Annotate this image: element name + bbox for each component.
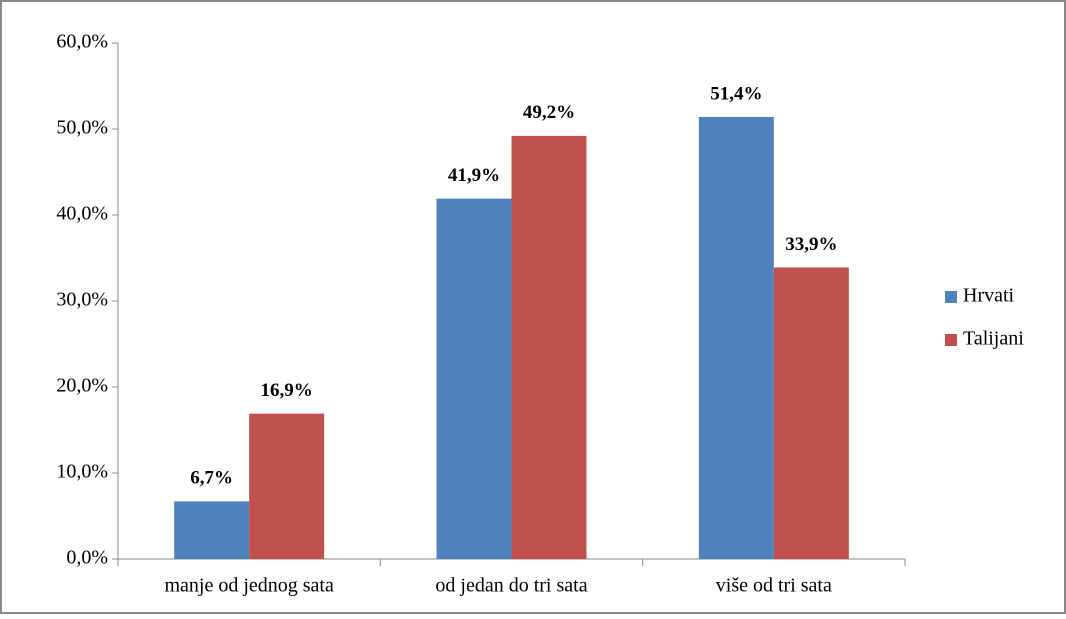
bar: [436, 198, 512, 559]
data-label: 33,9%: [785, 234, 837, 255]
y-tick-label: 60,0%: [56, 31, 108, 53]
data-label: 51,4%: [710, 83, 762, 104]
legend-label: Hrvati: [963, 285, 1015, 307]
legend-swatch: [945, 334, 957, 346]
bar: [698, 116, 774, 560]
y-tick-label: 50,0%: [56, 117, 108, 139]
legend-label: Talijani: [963, 328, 1024, 350]
bar: [174, 501, 250, 559]
y-tick-label: 40,0%: [56, 203, 108, 225]
bar: [249, 413, 325, 559]
y-tick-label: 0,0%: [66, 547, 108, 569]
bar: [773, 267, 849, 559]
data-label: 16,9%: [261, 380, 313, 401]
y-tick-label: 30,0%: [56, 289, 108, 311]
y-tick-label: 20,0%: [56, 375, 108, 397]
legend-swatch: [945, 291, 957, 303]
data-label: 41,9%: [448, 165, 500, 186]
x-tick-label: manje od jednog sata: [164, 575, 334, 597]
data-label: 49,2%: [523, 102, 575, 123]
x-tick-label: više od tri sata: [716, 575, 832, 597]
y-tick-label: 10,0%: [56, 461, 108, 483]
data-label: 6,7%: [190, 468, 233, 489]
x-tick-label: od jedan do tri sata: [435, 575, 587, 597]
bar: [511, 135, 587, 559]
